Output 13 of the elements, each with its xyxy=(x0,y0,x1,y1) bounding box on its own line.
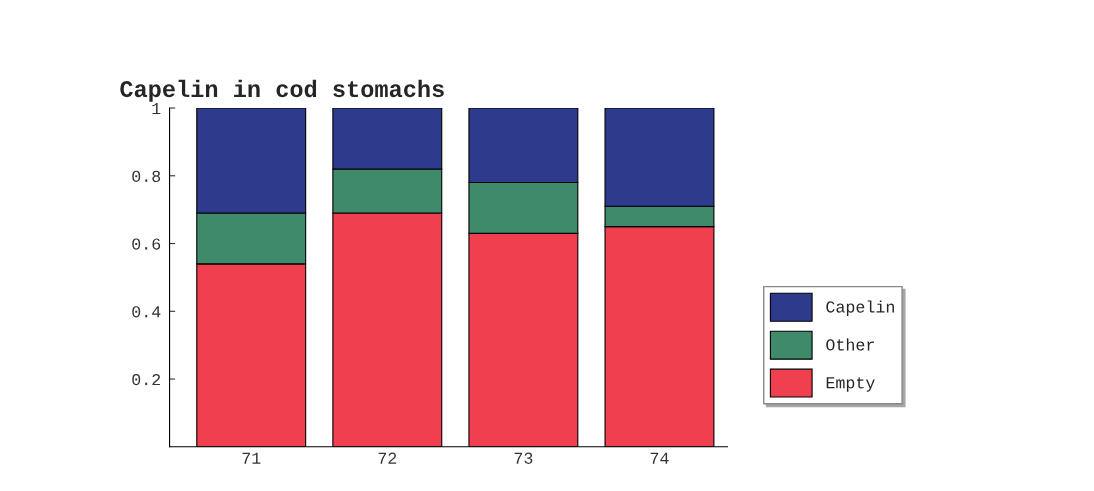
x-tick-label: 72 xyxy=(378,452,397,464)
legend-label: Other xyxy=(826,338,874,351)
x-tick-label: 74 xyxy=(650,452,669,464)
y-tick-label: 1 xyxy=(152,103,161,115)
y-tick-label: 0.6 xyxy=(132,238,161,250)
y-tick-label: 0.2 xyxy=(132,373,161,386)
x-tick-label: 73 xyxy=(514,452,533,464)
y-tick-label: 0.4 xyxy=(132,306,161,318)
x-tick-label: 71 xyxy=(242,452,261,464)
legend-label: Capelin xyxy=(826,300,894,316)
y-tick-label: 0.8 xyxy=(132,170,161,182)
chart-title: Capelin in cod stomachs xyxy=(120,79,444,102)
legend-label: Empty xyxy=(826,377,875,392)
